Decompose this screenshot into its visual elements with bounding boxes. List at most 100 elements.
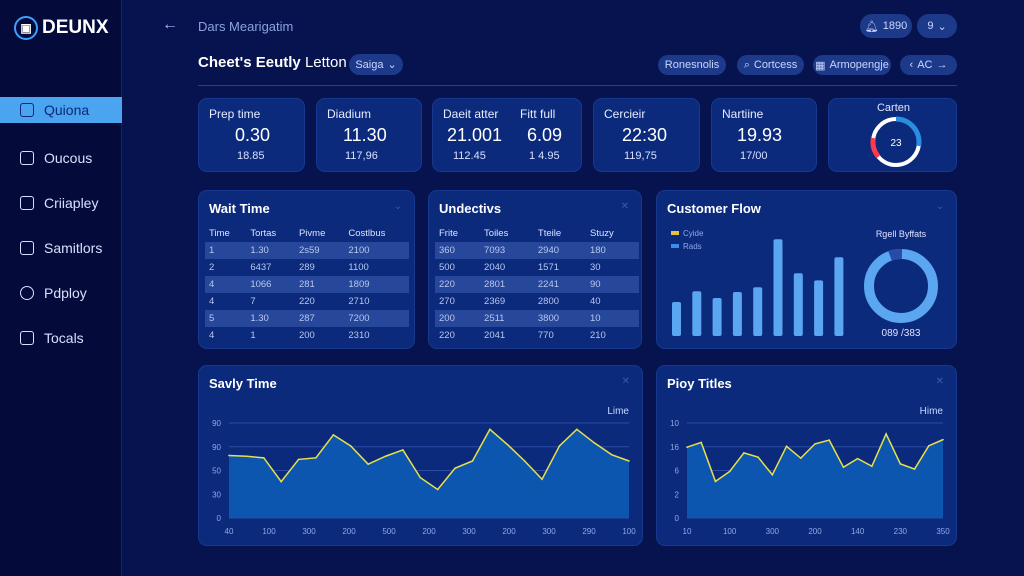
table-row[interactable]: 200 2511 3800 10 <box>435 310 639 327</box>
sidebar-item-tocals[interactable]: Tocals <box>0 325 122 351</box>
data-point <box>686 446 688 449</box>
table-cell: 7 <box>250 296 256 307</box>
kpi-value: 0.30 <box>235 125 271 145</box>
table-cell: 2940 <box>533 242 586 259</box>
sidebar-item-pdploy[interactable]: Pdploy <box>0 280 122 306</box>
bar <box>773 239 783 336</box>
toolbar-button-armopengje[interactable]: ▦ Armopengje <box>813 55 891 75</box>
button-label: Ronesnolis <box>664 59 720 71</box>
chevron-icon[interactable]: ⌄ <box>393 201 402 212</box>
data-point <box>297 458 300 461</box>
kpi-value: 21.001 <box>447 125 503 145</box>
data-point <box>871 465 873 468</box>
table-cell: 210 <box>589 330 606 341</box>
x-tick-label: 100 <box>262 527 276 536</box>
legend-label: Cyide <box>683 229 704 238</box>
table-row[interactable]: 4 1 200 2310 <box>205 327 409 344</box>
kpi-delta: 1 4.95 <box>529 150 560 162</box>
chevron-left-icon: ‹ <box>909 59 914 71</box>
table-cell: 270 <box>439 296 455 307</box>
table-cell: 360 <box>435 242 481 259</box>
x-tick-label: 230 <box>894 527 908 536</box>
table-cell: 6437 <box>250 262 272 273</box>
button-label: Armopengje <box>829 59 889 71</box>
kpi-label: Fitt full <box>520 107 556 121</box>
bar <box>732 292 742 336</box>
data-point <box>814 443 816 445</box>
undectivs-panel: Undectivs ✕ Frite Toiles Tteile Stuzy 360 709… <box>428 190 642 349</box>
close-icon[interactable]: ✕ <box>935 376 944 387</box>
sidebar-item-oucous[interactable]: Oucous <box>0 145 122 171</box>
kpi-card[interactable]: Daeit atter 21.001 112.45 Fitt full 6.09 1 4.… <box>432 98 582 172</box>
sidebar-item-quiona[interactable]: Quiona <box>0 97 122 123</box>
table-cell: 4 <box>205 276 247 293</box>
table-row[interactable]: 5 1.30 287 7200 <box>205 310 409 327</box>
nav-label: Quiona <box>44 102 90 118</box>
data-point <box>700 441 703 444</box>
title-rest: Letton <box>304 54 347 71</box>
data-point <box>913 468 916 470</box>
table-row[interactable]: 500 2040 1571 30 <box>435 259 639 276</box>
y-tick-label: 0 <box>217 514 222 523</box>
data-point <box>728 470 731 473</box>
table-row[interactable]: 270 2369 2800 40 <box>435 293 639 310</box>
notifications-button[interactable]: 🔔︎ 1890 <box>860 14 912 38</box>
table-row[interactable]: 360 7093 2940 180 <box>435 242 639 259</box>
kpi-card[interactable]: Prep time 0.30 18.85 <box>198 98 305 172</box>
back-arrow-icon[interactable]: ← <box>162 16 178 33</box>
table-row[interactable]: 1 1.30 2s59 2100 <box>205 242 409 259</box>
close-icon[interactable]: ✕ <box>620 201 629 212</box>
kpi-card[interactable]: Nartiine 19.93 17/00 <box>711 98 817 172</box>
toolbar-button-ronesnolis[interactable]: Ronesnolis <box>658 55 726 75</box>
y-tick-label: 10 <box>670 419 679 428</box>
chevron-down-icon: ⌄ <box>387 59 397 71</box>
customer-flow-panel: Customer Flow ⌄ Cyide Rads Rgell Byffats 08… <box>656 190 957 349</box>
x-tick-label: 140 <box>851 527 865 536</box>
toolbar-button-cortcess[interactable]: ⌕ Cortcess <box>737 55 804 75</box>
table-row[interactable]: 2 6437 289 1100 <box>205 259 409 276</box>
table-row[interactable]: 220 2041 770 210 <box>435 327 639 344</box>
table-cell: 2s59 <box>294 242 345 259</box>
table-row[interactable]: 4 7 220 2710 <box>205 293 409 310</box>
data-point <box>743 452 745 454</box>
logo[interactable]: ▣ DEUNX <box>14 16 109 40</box>
bar <box>834 257 844 336</box>
legend-swatch-blue <box>671 244 679 248</box>
close-icon[interactable]: ✕ <box>621 376 630 387</box>
bar <box>672 302 681 336</box>
data-point <box>942 438 944 441</box>
x-tick-label: 200 <box>502 527 516 536</box>
x-tick-label: 100 <box>622 527 636 536</box>
table-cell: 2369 <box>484 296 506 307</box>
x-tick-label: 200 <box>422 527 436 536</box>
data-point <box>332 434 335 436</box>
table-cell: 1100 <box>348 262 369 273</box>
table-cell: 1.30 <box>246 310 295 327</box>
table-row[interactable]: 220 2801 2241 90 <box>435 276 639 293</box>
donut-label: Rgell Byffats <box>876 229 927 239</box>
data-point <box>280 480 282 483</box>
toolbar-button-ac[interactable]: ‹ AC → <box>900 55 957 75</box>
x-tick-label: 300 <box>462 527 476 536</box>
bar <box>753 287 763 336</box>
panel-title: Undectivs <box>439 201 502 216</box>
table-header: Frite Toiles Tteile Stuzy <box>435 225 639 242</box>
kpi-value: 6.09 <box>527 125 563 145</box>
x-tick-label: 10 <box>683 527 692 536</box>
nav-label: Pdploy <box>44 285 87 301</box>
table-row[interactable]: 4 1066 281 1809 <box>205 276 409 293</box>
kpi-card[interactable]: Diadium 11.30 117,96 <box>316 98 422 172</box>
sidebar-item-criiapley[interactable]: Criiapley <box>0 190 122 216</box>
data-point <box>927 445 930 447</box>
chevron-icon[interactable]: ⌄ <box>935 201 944 212</box>
kpi-card[interactable]: Cercieir 22:30 119,75 <box>593 98 700 172</box>
saiga-select[interactable]: Saiga ⌄ <box>349 54 403 75</box>
column-header: Tteile <box>537 228 562 239</box>
user-menu-button[interactable]: 9 ⌄ <box>917 14 957 38</box>
breadcrumb: Dars Mearigatim <box>198 19 294 34</box>
gauge-card[interactable]: Carten 23 <box>828 98 957 172</box>
logo-icon: ▣ <box>14 16 38 40</box>
data-point <box>885 433 887 435</box>
column-header: Frite <box>439 228 458 239</box>
sidebar-item-samitlors[interactable]: Samitlors <box>0 235 122 261</box>
